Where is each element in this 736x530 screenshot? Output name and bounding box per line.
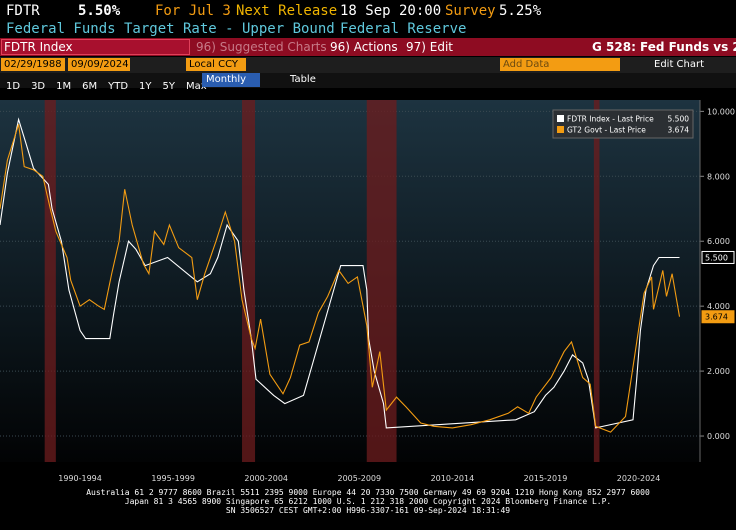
series-line [0,124,681,433]
legend-swatch [557,126,564,133]
x-tick-label: 2010-2014 [431,474,475,483]
x-tick-label: 2000-2004 [244,474,288,483]
recession-band [366,100,397,462]
survey: 5.25% [499,3,542,19]
actions-menu[interactable]: 96) Actions [330,40,398,54]
currency[interactable]: Local CCY [186,58,246,71]
table-button[interactable]: Table [290,74,316,85]
x-tick-label: 2020-2024 [617,474,661,483]
recession-band [593,100,600,462]
last-price-label: 5.500 [705,253,728,262]
period: For Jul 3 [155,3,231,19]
legend-value: 5.500 [668,115,690,124]
period-button[interactable]: 1D [6,81,21,92]
x-tick-label: 1995-1999 [151,474,195,483]
last-price-tag [701,250,735,264]
period-button[interactable]: 1M [56,81,72,92]
value: 5.50% [78,3,121,19]
chart-name: G 528: Fed Funds vs 2y [592,40,736,54]
legend-value: 3.674 [668,126,690,135]
period-button[interactable]: 3D [31,81,46,92]
start-date[interactable]: 02/29/1988 [1,58,65,71]
y-tick-label: 10.000 [707,107,735,116]
period-bar [0,73,736,88]
period-button[interactable]: 5Y [162,81,176,92]
legend [552,109,694,139]
recession-band [44,100,56,462]
series-line [0,117,680,429]
y-tick-label: 2.000 [707,367,730,376]
next-release-label: Next Release [236,3,338,19]
y-tick-label: 0.000 [707,432,730,441]
frequency[interactable]: Monthly [202,73,260,87]
source: Federal Reserve [340,21,467,37]
end-date[interactable]: 09/09/2024 [68,58,130,71]
axis-background [700,100,736,462]
x-tick-label: 2015-2019 [524,474,568,483]
security-field[interactable]: FDTR Index [1,39,190,55]
add-data[interactable]: Add Data [500,58,620,71]
period-button[interactable]: YTD [108,81,129,92]
period-button[interactable]: Max [186,81,207,92]
y-tick-label: 8.000 [707,172,730,181]
footer-line: SN 3506527 CEST GMT+2:00 H996-3307-161 0… [225,506,511,515]
period-buttons: 1D 3D 1M 6M YTD 1Y 5Y Max [6,74,218,93]
footer-line: Australia 61 2 9777 8600 Brazil 5511 239… [86,488,650,497]
plot-background [0,100,700,462]
legend-label: GT2 Govt - Last Price [567,126,646,135]
y-tick-label: 6.000 [707,237,730,246]
footer-line: Japan 81 3 4565 8900 Singapore 65 6212 1… [124,497,612,506]
x-tick-label: 1990-1994 [58,474,102,483]
description: Federal Funds Target Rate - Upper Bound [6,21,335,37]
edit-menu[interactable]: 97) Edit [406,40,454,54]
y-tick-label: 4.000 [707,302,730,311]
x-tick-label: 2005-2009 [338,474,382,483]
survey-label: Survey [445,3,496,19]
last-price-label: 3.674 [705,313,728,322]
legend-label: FDTR Index - Last Price [567,115,654,124]
period-button[interactable]: 1Y [139,81,152,92]
last-price-tag [701,310,735,324]
next-release: 18 Sep 20:00 [340,3,442,19]
recession-band [242,100,256,462]
ticker: FDTR [6,3,40,19]
legend-swatch [557,115,564,122]
period-button[interactable]: 6M [82,81,98,92]
chart: 0.000 2.000 4.000 6.000 8.000 10.000 1990-1994… [0,100,736,483]
edit-chart[interactable]: Edit Chart [654,59,705,70]
suggested-charts[interactable]: 96) Suggested Charts [196,40,327,54]
